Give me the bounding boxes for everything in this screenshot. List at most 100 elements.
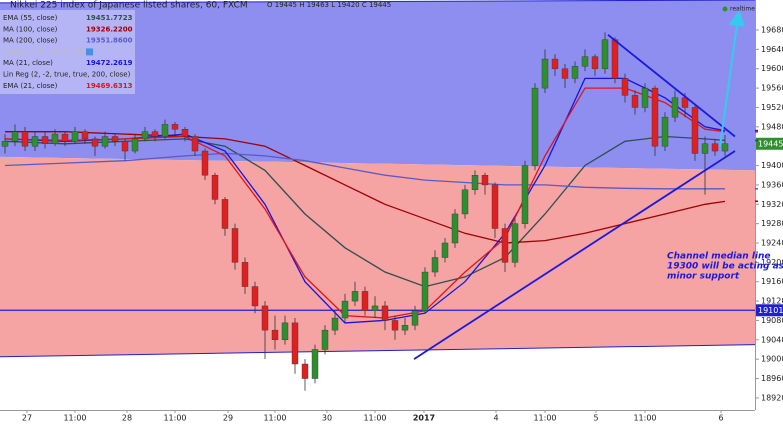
legend-checkbox [86, 48, 93, 56]
price-tag-label: 19101 [758, 306, 783, 315]
legend-name: Ichimoku (9, 26, 52, 26) [3, 48, 87, 56]
candle-body [81, 131, 89, 140]
candle-body [481, 175, 489, 186]
price-tag [756, 304, 783, 317]
x-tick-label: 11:00 [63, 414, 86, 423]
candle-body [171, 124, 179, 130]
realtime-label: realtime [730, 6, 755, 13]
candle-body [1, 141, 9, 147]
candle-body [101, 136, 109, 147]
trendline [413, 150, 736, 360]
candle-body [151, 131, 159, 137]
candle-body [111, 136, 119, 142]
indicator-line [5, 131, 726, 244]
x-tick-label: 11:00 [633, 414, 656, 423]
candle-body [321, 329, 329, 350]
candle-body [601, 39, 609, 69]
indicator-line [4, 135, 726, 288]
candle-body [391, 320, 399, 331]
legend-name: MA (200, close) [3, 37, 58, 45]
candle-body [361, 291, 369, 311]
y-tick-label: 19200 [761, 258, 783, 267]
y-tick-label: 18960 [761, 374, 783, 383]
candle-body [191, 136, 199, 152]
channel-lower-line [0, 344, 756, 358]
candle-body [661, 116, 669, 147]
legend-box [0, 10, 135, 94]
legend-name: Lin Reg (2, -2, true, true, 200, close) [3, 71, 131, 79]
y-tick-label: 19160 [761, 277, 783, 286]
candle-body [711, 143, 719, 152]
candle-body [131, 138, 139, 152]
candle-body [261, 305, 269, 331]
candle-body [351, 291, 359, 302]
candle-body [231, 228, 239, 263]
realtime-dot [722, 6, 728, 12]
candle-body [701, 143, 709, 154]
x-tick-label: 11:00 [263, 414, 286, 423]
candle-body [571, 66, 579, 79]
candle-body [471, 175, 479, 190]
candle-body [211, 175, 219, 200]
channel-upper-line [0, 0, 756, 4]
candle-body [501, 228, 509, 263]
candle-body [671, 97, 679, 118]
y-tick-label: 19040 [761, 335, 783, 344]
last-price-label: 19445 [758, 139, 783, 148]
candle-body [631, 95, 639, 108]
candle-body [71, 131, 79, 142]
candle-body [641, 87, 649, 108]
x-tick-label: 11:00 [363, 414, 386, 423]
candle-body [591, 56, 599, 69]
indicator-line [4, 152, 725, 190]
candle-body [291, 322, 299, 365]
ohlc-text: O 19445 H 19463 L 19420 C 19445 [267, 1, 391, 9]
candle-body [91, 138, 99, 147]
candle-body [621, 78, 629, 96]
x-tick-label: 28 [122, 414, 132, 423]
legend-name: EMA (21, close) [3, 82, 58, 90]
indicator-line [4, 77, 726, 324]
candle-body [531, 87, 539, 166]
y-tick-label: 19560 [761, 84, 783, 93]
candle-body [271, 329, 279, 341]
candle-body [691, 107, 699, 154]
channel-upper-zone [0, 0, 755, 171]
indicator-line [4, 87, 726, 319]
candle-body [541, 58, 549, 89]
y-tick-label: 19680 [761, 26, 783, 35]
candle-body [161, 124, 169, 137]
chart-title: Nikkei 225 index of Japanese listed shar… [10, 1, 248, 11]
candle-body [431, 257, 439, 273]
candle-body [341, 300, 349, 319]
y-tick-label: 19120 [761, 297, 783, 306]
channel-lower-zone [0, 156, 755, 357]
y-tick-label: 19520 [761, 103, 783, 112]
candle-body [411, 310, 419, 326]
candle-body [381, 305, 389, 321]
candle-body [31, 136, 39, 147]
candle-body [581, 56, 589, 67]
candle-body [181, 129, 189, 137]
legend-name: EMA (55, close) [3, 14, 58, 22]
trendline [607, 34, 736, 138]
candle-body [251, 286, 259, 307]
x-tick-label: 5 [593, 414, 598, 423]
legend-value: 19469.6313 [86, 82, 133, 90]
candle-body [401, 325, 409, 331]
x-tick-label: 11:00 [163, 414, 186, 423]
x-tick-label: 27 [22, 414, 32, 423]
annotation: minor support [667, 272, 740, 282]
candle-body [651, 87, 659, 147]
candle-body [41, 136, 49, 144]
y-tick-label: 19240 [761, 238, 783, 247]
candle-body [421, 271, 429, 311]
trendline [719, 9, 745, 147]
candle-body [21, 131, 29, 147]
y-tick-label: 19280 [761, 219, 783, 228]
candle-body [51, 133, 59, 144]
x-tick-label: 11:00 [533, 414, 556, 423]
legend-value: 19472.2619 [86, 59, 133, 67]
candle-body [141, 131, 149, 140]
